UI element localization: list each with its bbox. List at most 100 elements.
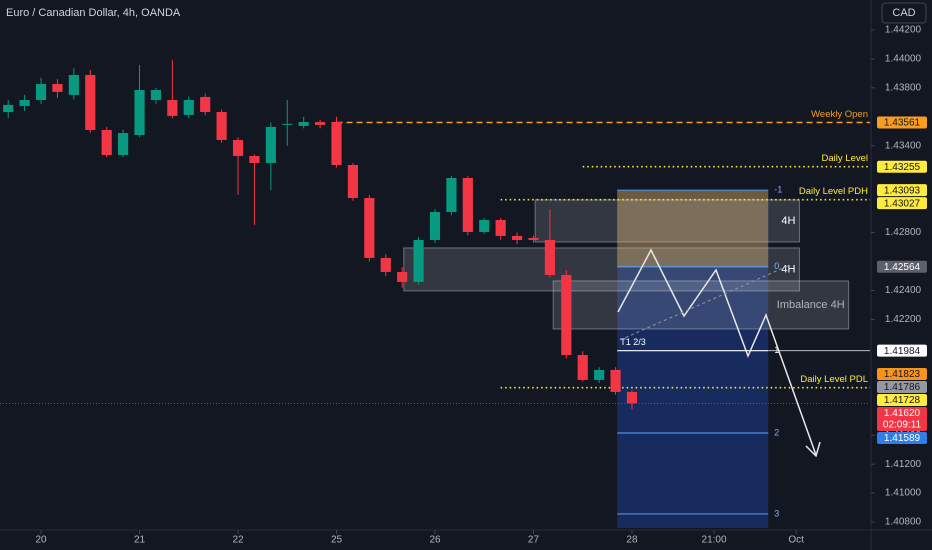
candle-body: [298, 122, 309, 126]
price-label-box: [877, 367, 927, 380]
candle-body: [85, 74, 96, 130]
x-tick-label: 26: [429, 535, 441, 546]
candle-body: [200, 96, 211, 113]
candle-body: [19, 100, 30, 106]
price-label: 1.43561: [884, 118, 921, 129]
price-label: 1.41589: [884, 433, 921, 444]
x-tick-label: 21: [134, 535, 146, 546]
candle-body: [118, 133, 129, 156]
candle-body: [429, 212, 441, 240]
chart-title: Euro / Canadian Dollar, 4h, OANDA: [6, 7, 181, 19]
y-tick-label: 1.42800: [885, 227, 922, 238]
fib-box-upper: [617, 190, 769, 267]
candle-body: [479, 219, 490, 233]
currency[interactable]: CAD: [892, 7, 915, 19]
x-tick-label: 21:00: [702, 535, 727, 546]
zone: [534, 199, 800, 243]
candle-body: [577, 355, 588, 380]
x-tick-label: 28: [626, 535, 638, 546]
trend-dashed: [619, 264, 791, 341]
zone: [552, 280, 850, 330]
candle-body: [232, 139, 244, 157]
price-label-box: [877, 380, 927, 393]
x-tick-label: 20: [35, 535, 47, 546]
level-label: Daily Level: [822, 153, 868, 164]
y-tick-label: 1.44200: [885, 25, 922, 36]
countdown: 02:09:11: [883, 420, 922, 431]
y-tick-label: 1.43800: [885, 82, 922, 93]
candle-body: [594, 369, 605, 380]
candle-body: [52, 83, 63, 92]
candle-body: [150, 90, 162, 101]
candle-body: [380, 257, 391, 272]
candle-body: [364, 197, 375, 258]
y-tick-label: 1.42400: [885, 285, 922, 296]
projection-path: [617, 248, 817, 456]
y-tick-label: 1.42200: [885, 314, 922, 325]
price-label-box: [877, 393, 927, 406]
x-tick-label: Oct: [788, 535, 804, 546]
candle-body: [446, 178, 457, 213]
level-label: Daily Level PDL: [800, 374, 868, 385]
fib-level-label: -1: [774, 185, 782, 195]
candle-body: [561, 274, 572, 356]
candle-body: [249, 156, 260, 163]
x-tick-label: 25: [331, 535, 343, 546]
zone-label: 4H: [781, 215, 795, 227]
fib-level-label: 3: [774, 508, 779, 518]
price-label-box: [877, 344, 927, 357]
price-label-box: [877, 260, 927, 273]
y-tick-label: 1.41000: [885, 488, 922, 499]
fib-level-label: 1: [774, 345, 779, 355]
candle-body: [265, 126, 276, 163]
price-label-box: [877, 431, 927, 444]
zone-label: Imbalance 4H: [777, 299, 845, 311]
candle-body: [528, 237, 539, 240]
candle-body: [216, 112, 227, 140]
y-tick-label: 1.44000: [885, 54, 922, 65]
projection: T1 2/3: [617, 248, 821, 458]
candle-body: [3, 104, 14, 113]
level-label: Daily Level PDH: [799, 186, 868, 197]
price-label: 1.41728: [884, 395, 921, 406]
candle-body: [101, 129, 112, 156]
x-tick-label: 27: [528, 535, 540, 546]
price-label: 1.41620: [884, 408, 921, 419]
price-label-box: [877, 184, 927, 197]
candle-body: [413, 239, 424, 282]
price-label-box: [877, 116, 927, 129]
candle-body: [544, 239, 555, 275]
projection-arrow: [805, 441, 821, 458]
price-label: 1.41823: [884, 369, 921, 380]
price-label: 1.43255: [884, 162, 921, 173]
zone-label: 4H: [781, 263, 795, 275]
levels-layer: Weekly Open Daily Level Daily Level PDH Dai…: [0, 109, 870, 404]
level-label: Weekly Open: [811, 109, 868, 120]
price-label: 1.43027: [884, 198, 921, 209]
candles-layer: [3, 59, 638, 410]
candle-body: [68, 74, 79, 95]
candle-body: [183, 100, 194, 115]
candle-body: [315, 122, 326, 125]
currency-box[interactable]: [881, 2, 927, 24]
price-label-box: [877, 197, 927, 210]
fib-level-label: 0: [774, 261, 779, 271]
y-tick-label: 1.41200: [885, 459, 922, 470]
price-label: 1.41786: [884, 382, 921, 393]
price-label: 1.41984: [884, 346, 921, 357]
candle-body: [282, 123, 293, 125]
y-tick-label: 1.40800: [885, 517, 922, 528]
zone: [403, 247, 800, 292]
price-label-box: [877, 406, 927, 431]
axis-layer: 1.44200 1.44000 1.43800 1.43400 1.42800 1.424…: [35, 25, 927, 546]
candle-body: [167, 100, 178, 116]
candle-body: [626, 391, 638, 404]
candle-body: [347, 164, 359, 198]
price-label: 1.43093: [884, 185, 921, 196]
candle-body: [331, 122, 342, 165]
y-tick-label: 1.43400: [885, 140, 922, 151]
fib-level-label: 2: [774, 427, 779, 437]
target-label: T1 2/3: [620, 337, 646, 347]
price-label: 1.42564: [884, 262, 921, 273]
